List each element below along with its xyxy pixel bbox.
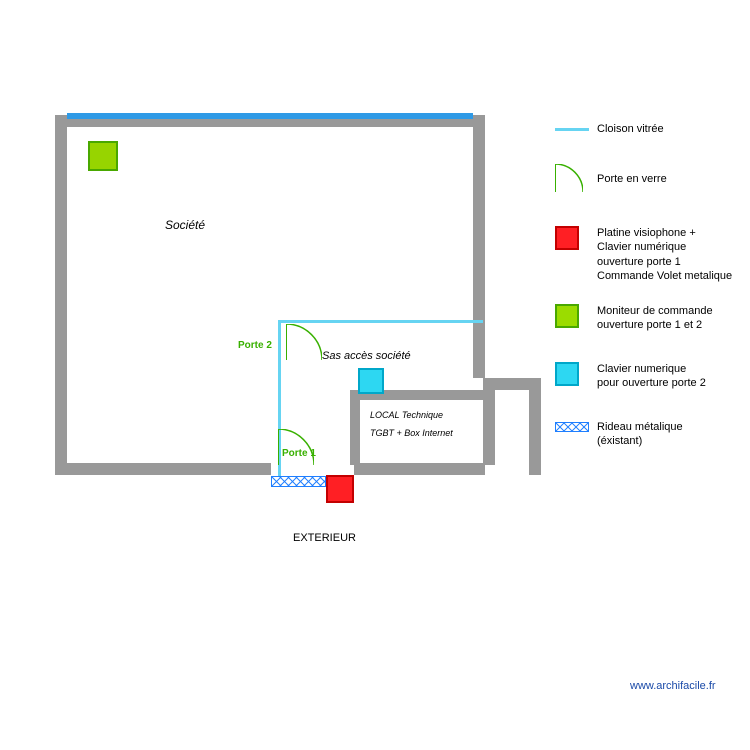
visiophone-box — [326, 475, 354, 503]
footer-link[interactable]: www.archifacile.fr — [630, 680, 716, 692]
label-sas: Sas accès société — [322, 350, 411, 362]
label-exterieur: EXTERIEUR — [293, 532, 356, 544]
wall-bottom-right — [354, 463, 485, 475]
label-porte-2: Porte 2 — [238, 340, 272, 351]
floor-plan-canvas: { "colors": { "wall": "#999999", "wall_d… — [0, 0, 750, 750]
label-local2: TGBT + Box Internet — [370, 428, 453, 438]
glass-wall-top — [67, 113, 473, 119]
legend-label: Moniteur de commande ouverture porte 1 e… — [597, 304, 713, 333]
label-societe: Société — [165, 218, 205, 232]
legend-label: Porte en verre — [597, 172, 667, 186]
porte-2-door — [286, 324, 322, 360]
legend-label: Clavier numerique pour ouverture porte 2 — [597, 362, 706, 391]
wall-left — [55, 115, 67, 475]
legend-swatch — [555, 362, 579, 386]
glass-inner-horizontal — [278, 320, 483, 323]
wall-right — [473, 115, 485, 378]
local-wall-left — [350, 390, 360, 465]
legend-swatch — [555, 304, 579, 328]
porte-1-door — [278, 429, 314, 465]
legend-swatch — [555, 422, 589, 432]
legend-swatch — [555, 164, 583, 192]
legend-label: Platine visiophone + Clavier numérique o… — [597, 226, 732, 283]
monitor-box — [88, 141, 118, 171]
local-wall-ext-r — [529, 378, 541, 475]
label-local1: LOCAL Technique — [370, 410, 443, 420]
legend-label: Rideau métalique (éxistant) — [597, 420, 683, 449]
legend-swatch — [555, 226, 579, 250]
local-wall-ext-v — [483, 390, 495, 465]
label-porte-1: Porte 1 — [282, 448, 316, 459]
keypad-box — [358, 368, 384, 394]
shutter-hatch — [271, 476, 326, 487]
legend-label: Cloison vitrée — [597, 122, 664, 136]
wall-bottom-left — [55, 463, 271, 475]
legend-swatch — [555, 128, 589, 131]
